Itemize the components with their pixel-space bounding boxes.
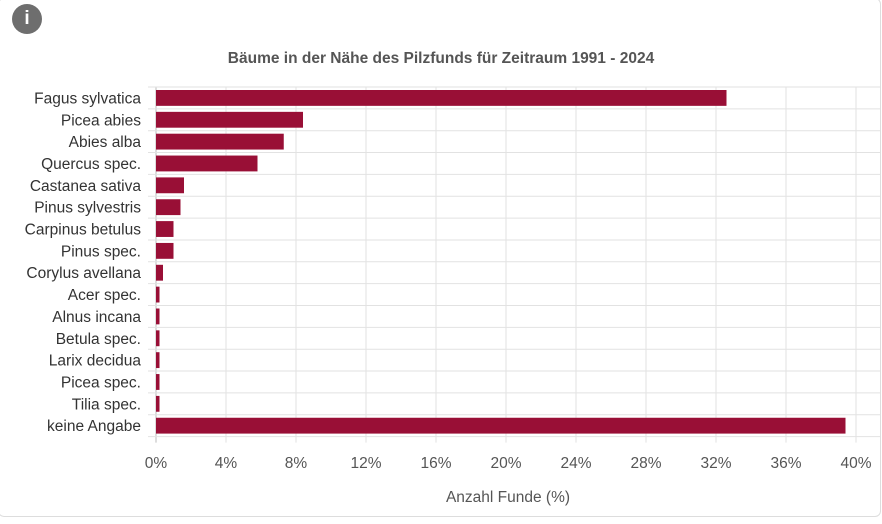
category-label: Pinus sylvestris <box>34 200 141 217</box>
bar[interactable] <box>156 374 160 390</box>
bar[interactable] <box>156 417 846 434</box>
category-label: Picea abies <box>61 112 141 129</box>
chart-title: Bäume in der Nähe des Pilzfunds für Zeit… <box>227 50 655 67</box>
x-tick-label: 24% <box>560 455 591 472</box>
bar[interactable] <box>156 90 727 106</box>
x-tick-label: 16% <box>420 455 451 472</box>
x-tick-label: 4% <box>215 455 238 472</box>
bar[interactable] <box>156 330 160 347</box>
x-tick-label: 32% <box>700 455 731 472</box>
bar[interactable] <box>156 199 181 216</box>
bar[interactable] <box>156 264 163 281</box>
bar[interactable] <box>156 352 160 369</box>
category-label: Acer spec. <box>68 287 141 304</box>
category-label: Carpinus betulus <box>25 222 142 239</box>
category-label: Abies alba <box>69 134 142 151</box>
category-label: Pinus spec. <box>61 243 141 260</box>
bar[interactable] <box>156 133 284 150</box>
x-tick-label: 0% <box>145 455 168 472</box>
bar[interactable] <box>156 177 184 194</box>
category-label: Corylus avellana <box>26 265 141 282</box>
bar[interactable] <box>156 395 160 412</box>
x-tick-label: 20% <box>490 455 521 472</box>
bar[interactable] <box>156 111 303 128</box>
bar[interactable] <box>156 286 160 303</box>
category-label: Picea spec. <box>61 374 141 391</box>
category-label: Tilia spec. <box>72 396 141 413</box>
x-tick-label: 28% <box>630 455 661 472</box>
x-tick-label: 8% <box>285 455 308 472</box>
category-label: Alnus incana <box>52 309 141 326</box>
x-tick-label: 36% <box>770 455 801 472</box>
category-label: Fagus sylvatica <box>34 90 141 107</box>
category-label: Castanea sativa <box>30 178 142 195</box>
bar[interactable] <box>156 242 174 259</box>
x-axis-title: Anzahl Funde (%) <box>446 489 570 506</box>
info-icon[interactable]: i <box>12 4 42 34</box>
category-label: Quercus spec. <box>41 156 141 173</box>
bar[interactable] <box>156 308 160 325</box>
x-tick-label: 12% <box>350 455 381 472</box>
category-label: Betula spec. <box>56 331 141 348</box>
x-tick-label: 40% <box>840 455 871 472</box>
category-label: Larix decidua <box>49 353 142 370</box>
bar[interactable] <box>156 155 258 172</box>
bar[interactable] <box>156 221 174 237</box>
category-label: keine Angabe <box>47 418 141 435</box>
